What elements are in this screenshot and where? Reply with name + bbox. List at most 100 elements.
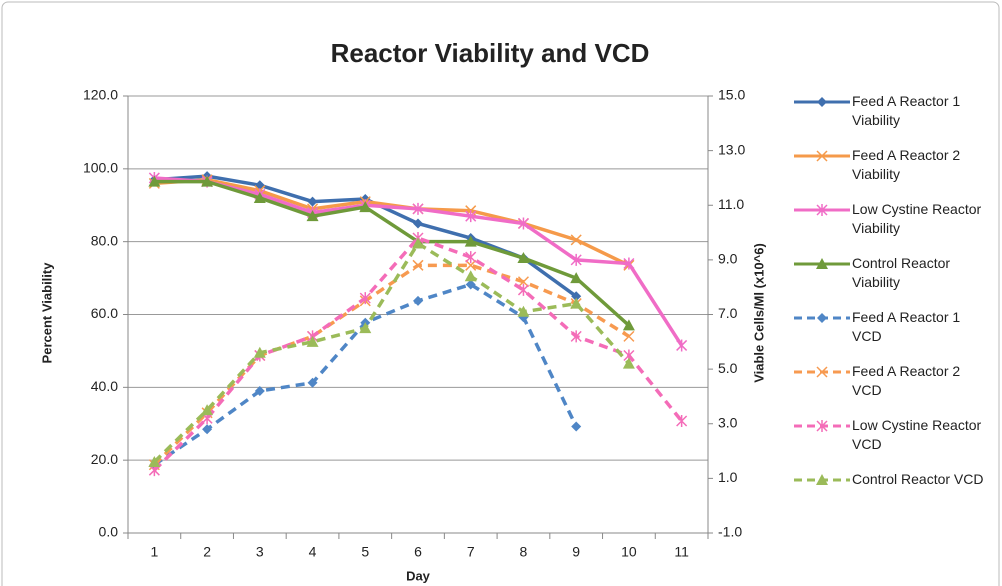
marker: [517, 252, 530, 264]
marker: [254, 385, 265, 396]
legend-item: Control Reactor Viability: [792, 254, 997, 308]
marker: [817, 97, 827, 107]
marker: [413, 295, 423, 306]
marker: [413, 218, 423, 229]
marker: [201, 404, 214, 416]
legend-label: Feed A Reactor 1 VCD: [852, 309, 961, 344]
x-axis-label: Day: [406, 568, 431, 583]
y2-tick-label: 7.0: [718, 305, 738, 321]
legend-label: Feed A Reactor 1 Viability: [852, 93, 961, 128]
y2-tick-label: 13.0: [718, 141, 745, 157]
marker: [622, 357, 635, 369]
marker: [412, 202, 424, 215]
legend-item: Low Cystine Reactor VCD: [792, 416, 997, 470]
y2-tick-label: 5.0: [718, 360, 738, 376]
x-tick-label: 6: [414, 544, 422, 560]
series-line: [154, 179, 631, 327]
marker: [253, 346, 266, 358]
marker: [571, 421, 582, 432]
chart-title: Reactor Viability and VCD: [331, 38, 650, 68]
legend-item: Feed A Reactor 1 Viability: [792, 92, 997, 146]
marker: [465, 279, 476, 290]
y2-tick-label: -1.0: [718, 524, 742, 540]
x-tick-label: 11: [674, 544, 689, 560]
marker: [570, 272, 583, 284]
legend-swatch: [794, 150, 850, 162]
marker: [412, 259, 424, 271]
series-line: [153, 263, 630, 466]
marker: [570, 234, 582, 246]
legend-label: Feed A Reactor 2 VCD: [852, 363, 961, 398]
legend-item: Feed A Reactor 2 Viability: [792, 146, 997, 200]
marker: [816, 204, 828, 216]
series-line: [154, 177, 630, 267]
y-tick-label: 0.0: [99, 524, 119, 540]
marker: [817, 313, 827, 323]
series-line: [153, 235, 683, 472]
marker: [307, 377, 318, 388]
x-tick-label: 3: [256, 544, 264, 560]
y-tick-label: 40.0: [91, 378, 118, 394]
legend-label: Control Reactor Viability: [852, 255, 951, 290]
y-tick-label: 100.0: [83, 160, 118, 176]
marker: [148, 175, 161, 187]
legend-swatch: [794, 474, 850, 485]
marker: [148, 455, 161, 467]
legend-item: Feed A Reactor 2 VCD: [792, 362, 997, 416]
marker: [359, 322, 372, 334]
marker: [306, 335, 319, 347]
y2-axis-label: Viable Cells/Ml (x10^6): [751, 243, 766, 383]
marker: [623, 330, 635, 342]
y2-tick-label: 9.0: [718, 251, 738, 267]
legend-item: Control Reactor VCD: [792, 470, 997, 524]
x-tick-label: 5: [361, 544, 369, 560]
legend-swatch: [794, 204, 850, 216]
marker: [623, 257, 635, 270]
legend-label: Low Cystine Reactor VCD: [852, 417, 982, 452]
marker: [359, 201, 372, 213]
marker: [517, 276, 529, 288]
y-tick-label: 60.0: [91, 305, 118, 321]
marker: [622, 319, 635, 331]
x-tick-label: 9: [572, 544, 580, 560]
legend-item: Low Cystine Reactor Viability: [792, 200, 997, 254]
marker: [816, 366, 828, 378]
x-tick-label: 8: [520, 544, 528, 560]
marker: [570, 253, 582, 266]
x-tick-label: 1: [150, 544, 158, 560]
marker: [517, 217, 529, 230]
x-tick-label: 10: [621, 544, 637, 560]
legend-swatch: [794, 420, 850, 432]
marker: [570, 330, 582, 343]
marker: [359, 292, 371, 305]
marker: [201, 175, 214, 187]
y2-tick-label: 1.0: [718, 469, 738, 485]
marker: [816, 150, 828, 162]
marker: [517, 283, 529, 296]
legend-label: Control Reactor VCD: [852, 471, 984, 487]
marker: [816, 420, 828, 432]
legend-swatch: [794, 258, 850, 269]
legend-swatch: [794, 313, 850, 323]
marker: [464, 235, 477, 247]
legend: Feed A Reactor 1 Viability Feed A Reactor…: [792, 92, 997, 524]
legend-swatch: [794, 97, 850, 107]
x-tick-label: 4: [309, 544, 317, 560]
y2-tick-label: 15.0: [718, 87, 745, 103]
marker: [816, 258, 828, 269]
y2-tick-label: 3.0: [718, 414, 738, 430]
marker: [676, 415, 688, 428]
marker: [412, 237, 424, 249]
x-tick-label: 7: [467, 544, 475, 560]
marker: [465, 259, 477, 271]
legend-item: Feed A Reactor 1 VCD: [792, 308, 997, 362]
legend-swatch: [794, 366, 850, 378]
y-tick-label: 120.0: [83, 87, 118, 103]
y-tick-label: 20.0: [91, 451, 118, 467]
marker: [571, 291, 582, 302]
marker: [465, 210, 477, 223]
marker: [676, 339, 688, 352]
